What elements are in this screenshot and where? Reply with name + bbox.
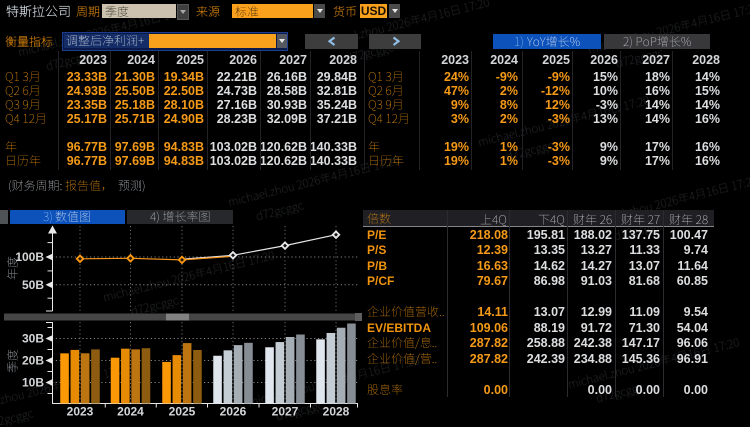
svg-text:2024: 2024	[117, 405, 144, 419]
svg-text:30B: 30B	[22, 332, 44, 346]
svg-text:20B: 20B	[22, 354, 44, 368]
svg-text:2027: 2027	[272, 405, 299, 419]
svg-text:10B: 10B	[22, 376, 44, 390]
svg-text:2028: 2028	[323, 405, 350, 419]
svg-text:2026: 2026	[220, 405, 247, 419]
svg-text:50B: 50B	[22, 278, 44, 292]
svg-text:2025: 2025	[169, 405, 196, 419]
svg-text:2023: 2023	[67, 405, 94, 419]
svg-text:100B: 100B	[15, 250, 44, 264]
